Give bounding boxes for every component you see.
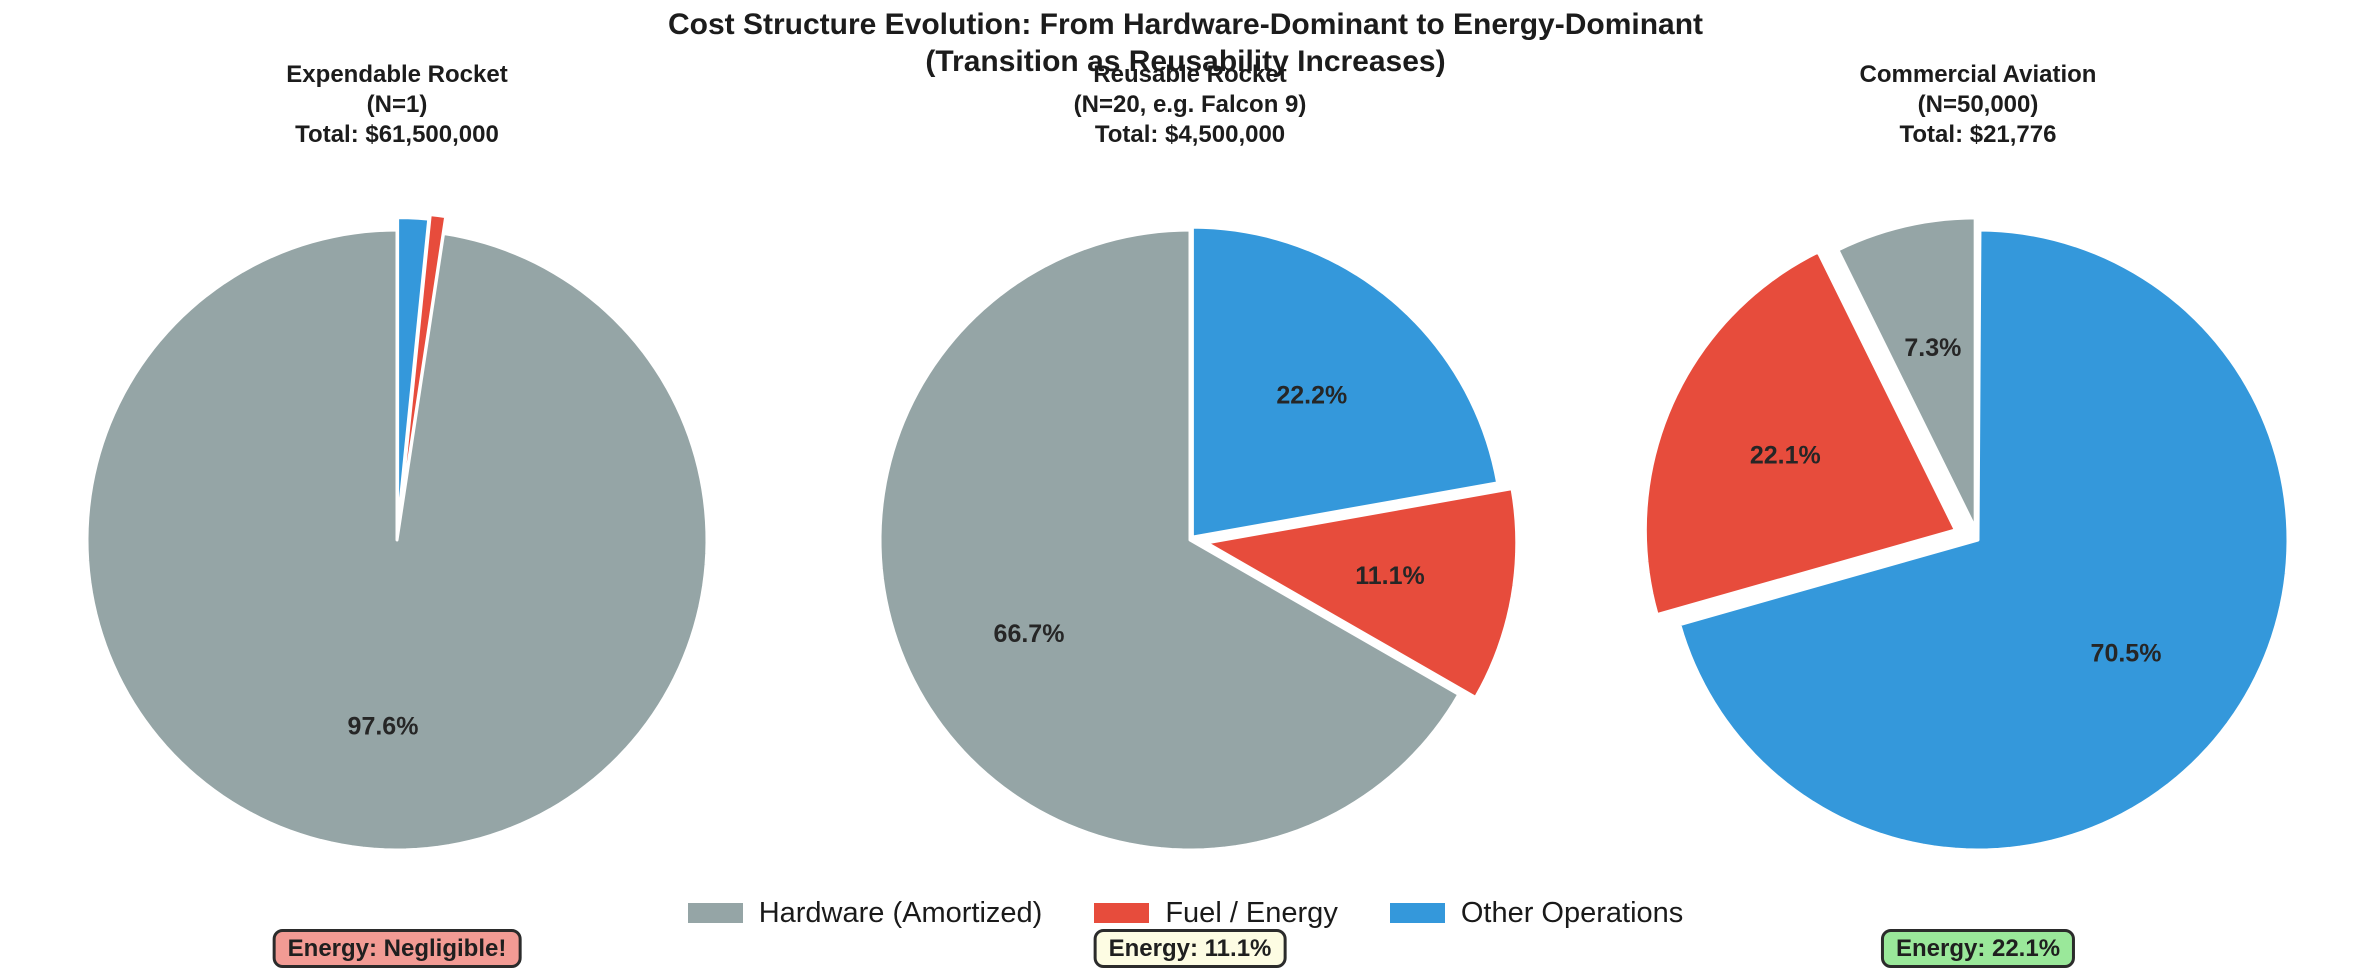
energy-annotation-badge: Energy: Negligible!: [272, 929, 522, 968]
pie-slice-fuel-energy: [1205, 487, 1519, 699]
figure-title: Cost Structure Evolution: From Hardware-…: [0, 6, 2371, 80]
pie-percentage-label: 11.1%: [1355, 562, 1425, 590]
legend-item-fuel: Fuel / Energy: [1094, 896, 1338, 930]
pie-plot: 97.6%: [85, 213, 709, 852]
pie-slice-hardware-amortized: [878, 228, 1461, 852]
legend-item-other: Other Operations: [1389, 896, 1684, 930]
energy-annotation-badge: Energy: 22.1%: [1880, 929, 2076, 968]
other-operations-color-swatch: [1389, 903, 1445, 923]
pie-chart-commercial-aviation: Commercial Aviation (N=50,000) Total: $2…: [1628, 0, 2328, 974]
pie-slice-other-operations: [1678, 228, 2290, 852]
chart-title: Reusable Rocket: [1093, 61, 1287, 88]
figure-title-line2: (Transition as Reusability Increases): [925, 45, 1446, 78]
pie-percentage-label: 22.2%: [1276, 382, 1347, 410]
legend-label: Hardware (Amortized): [758, 897, 1043, 929]
chart-title-block: Expendable Rocket (N=1) Total: $61,500,0…: [47, 60, 747, 150]
pie-plot: 66.7% 11.1% 22.2%: [878, 225, 1519, 852]
legend-item-hardware: Hardware (Amortized): [687, 896, 1043, 930]
chart-title: Commercial Aviation: [1859, 61, 2097, 88]
chart-title-block: Reusable Rocket (N=20, e.g. Falcon 9) To…: [840, 60, 1540, 150]
hardware-color-swatch: [687, 903, 743, 923]
chart-subtitle: (N=1): [366, 91, 428, 118]
pie-slice-other-operations: [1190, 225, 1500, 539]
legend-label: Fuel / Energy: [1165, 897, 1338, 929]
pie-slice-other-operations: [396, 216, 431, 530]
chart-title: Expendable Rocket: [286, 61, 508, 88]
chart-total: Total: $61,500,000: [295, 121, 499, 148]
chart-total: Total: $21,776: [1899, 121, 2057, 148]
pie-percentage-label: 22.1%: [1750, 442, 1821, 470]
chart-title-block: Commercial Aviation (N=50,000) Total: $2…: [1628, 60, 2328, 150]
energy-annotation-badge: Energy: 11.1%: [1093, 929, 1287, 968]
pie-chart-reusable-rocket: Reusable Rocket (N=20, e.g. Falcon 9) To…: [840, 0, 1540, 974]
pie-percentage-label: 70.5%: [2091, 640, 2162, 668]
fuel-color-swatch: [1094, 903, 1150, 923]
pie-slice-fuel-energy: [1643, 250, 1957, 617]
pie-slice-hardware-amortized: [85, 228, 709, 852]
pie-plot: 7.3% 22.1% 70.5%: [1643, 216, 2290, 852]
chart-subtitle: (N=20, e.g. Falcon 9): [1073, 91, 1307, 118]
chart-total: Total: $4,500,000: [1094, 121, 1286, 148]
chart-subtitle: (N=50,000): [1917, 91, 2039, 118]
pie-chart-expendable-rocket: Expendable Rocket (N=1) Total: $61,500,0…: [47, 0, 747, 974]
figure-title-line1: Cost Structure Evolution: From Hardware-…: [667, 8, 1704, 41]
legend-label: Other Operations: [1460, 897, 1684, 929]
pie-slice-hardware-amortized: [1836, 216, 1977, 530]
pie-percentage-label: 7.3%: [1904, 334, 1961, 362]
legend: Hardware (Amortized) Fuel / Energy Other…: [0, 896, 2371, 930]
pie-percentage-label: 66.7%: [994, 620, 1065, 648]
pie-percentage-label: 97.6%: [348, 713, 419, 741]
